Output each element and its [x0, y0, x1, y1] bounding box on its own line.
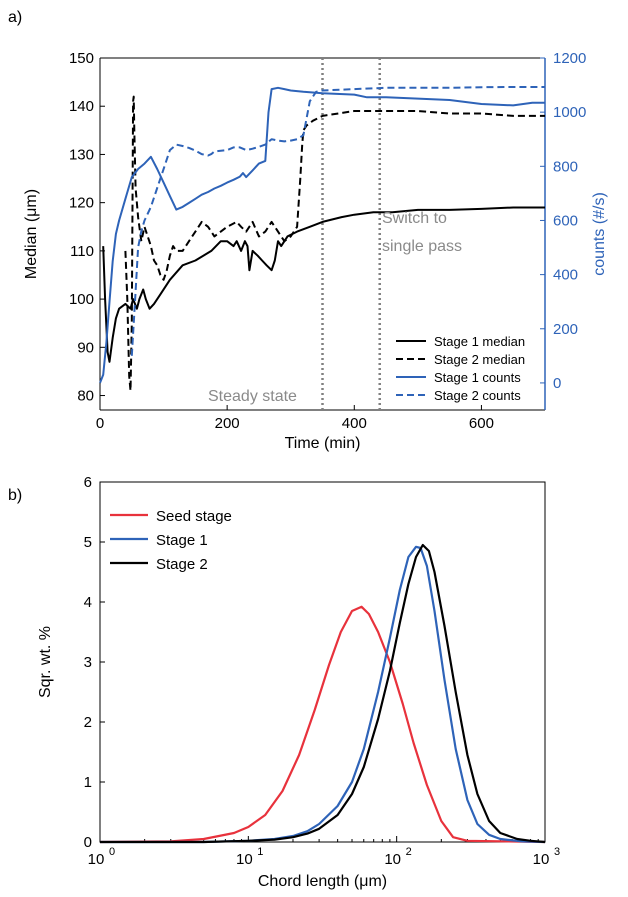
panel-b-series-seed-stage: [99, 605, 546, 844]
panel-a-y-tick-label: 80: [77, 388, 94, 405]
panel-a-y2-tick-label: 1000: [553, 104, 586, 121]
panel-b-y-axis-label: Sqr. wt. %: [37, 626, 54, 698]
panel-b-y-tick-label: 0: [84, 834, 92, 851]
panel-b-x-tick-exponent: 2: [406, 846, 412, 858]
panel-a-y-tick-label: 130: [69, 146, 94, 163]
panel-b-label: b): [8, 487, 22, 504]
panel-a-annotation-steady-state: Steady state: [208, 388, 297, 405]
panel-b-x-tick-label: 10: [236, 851, 253, 868]
panel-b-legend-label: Stage 1: [156, 532, 208, 549]
panel-a-x-axis-label: Time (min): [285, 435, 361, 452]
panel-a-legend-label: Stage 1 counts: [434, 370, 521, 385]
panel-a-y-tick-label: 110: [70, 243, 94, 260]
panel-b-y-tick-label: 4: [84, 594, 92, 611]
panel-b-x-tick-exponent: 0: [109, 846, 115, 858]
panel-b-x-tick-label: 10: [533, 851, 550, 868]
panel-b-x-axis-label: Chord length (μm): [258, 873, 387, 890]
panel-a-annotation-single-pass: single pass: [382, 238, 462, 255]
panel-b-legend-label: Seed stage: [156, 508, 232, 525]
panel-a-series-stage-1-counts: [99, 86, 545, 384]
panel-b-y-tick-label: 5: [84, 534, 92, 551]
panel-a-legend-label: Stage 2 counts: [434, 388, 521, 403]
panel-a-x-tick-label: 400: [342, 415, 367, 432]
panel-a-series-stage-2-counts: [130, 86, 545, 356]
panel-a-annotation-switch: Switch to: [382, 210, 447, 227]
panel-a-x-tick-label: 200: [215, 415, 240, 432]
panel-b-legend-label: Stage 2: [156, 556, 208, 573]
panel-a-y2-axis-label: counts (#/s): [591, 192, 608, 276]
panel-a-y2-tick-label: 800: [553, 158, 578, 175]
panel-a-y-tick-label: 140: [69, 98, 94, 115]
panel-a-y-tick-label: 150: [69, 50, 94, 67]
panel-a-legend-label: Stage 1 median: [434, 334, 525, 349]
panel-a-y-tick-label: 120: [69, 195, 94, 212]
panel-b-x-tick-exponent: 1: [257, 846, 263, 858]
panel-a-y2-tick-label: 0: [553, 375, 561, 392]
panel-a-y2-tick-label: 400: [553, 267, 578, 284]
panel-a-label: a): [8, 9, 22, 26]
panel-b-y-tick-label: 2: [84, 714, 92, 731]
panel-a-y2-tick-label: 1200: [553, 50, 586, 67]
panel-a-x-tick-label: 0: [96, 415, 104, 432]
panel-b-y-tick-label: 3: [84, 654, 92, 671]
panel-a-legend-label: Stage 2 median: [434, 352, 525, 367]
panel-a-y-tick-label: 100: [69, 291, 94, 308]
panel-b-y-tick-label: 6: [84, 474, 92, 491]
panel-a-y2-tick-label: 200: [553, 321, 578, 338]
panel-a-x-tick-label: 600: [469, 415, 494, 432]
panel-b-x-tick-label: 10: [384, 851, 401, 868]
panel-b-x-tick-label: 10: [88, 851, 105, 868]
panel-a-y2-tick-label: 600: [553, 212, 578, 229]
panel-b-y-tick-label: 1: [84, 774, 92, 791]
panel-b-x-tick-exponent: 3: [554, 846, 560, 858]
panel-b-series-stage-2: [100, 543, 546, 844]
panel-a-series-stage-2-median: [124, 95, 545, 392]
panel-a-y-axis-label: Median (μm): [23, 189, 40, 279]
panel-a-y-tick-label: 90: [77, 339, 94, 356]
panel-b-series-stage-1: [100, 545, 546, 844]
